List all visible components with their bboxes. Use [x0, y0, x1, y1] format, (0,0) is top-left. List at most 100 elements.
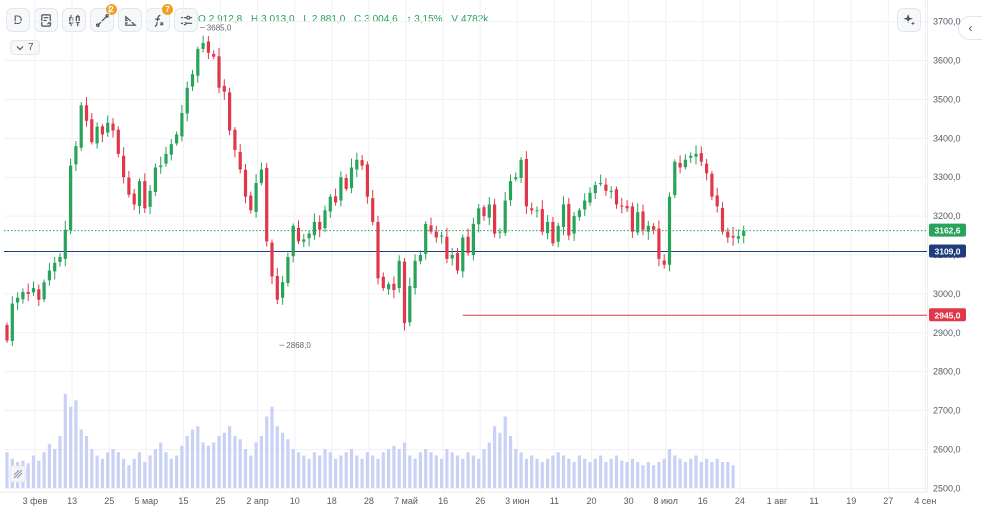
candle-body [556, 225, 560, 242]
y-tick-label: 3500,0 [933, 94, 961, 104]
candle-body [694, 153, 698, 157]
candle-body [238, 151, 242, 170]
candle-body [334, 196, 338, 203]
candle-body [440, 235, 444, 237]
candle-body [312, 221, 316, 236]
candle-body [599, 183, 603, 185]
candle-body [673, 161, 677, 196]
ai-assistant-button[interactable] [897, 8, 921, 32]
volume-bar [26, 463, 30, 488]
volume-bar [413, 458, 417, 488]
volume-bar [524, 458, 528, 488]
candle-body [153, 167, 157, 192]
candle-body [84, 105, 89, 121]
close-value: 3 004,6 [364, 14, 398, 25]
candle-body [477, 208, 481, 225]
indicators-count-badge: 7 [162, 4, 173, 15]
x-tick-label: 15 [178, 496, 188, 506]
volume-bar [159, 442, 163, 488]
x-tick-label: 25 [104, 496, 114, 506]
volume-bar [678, 458, 682, 488]
volume-bar [471, 455, 475, 488]
volume-bar [84, 436, 89, 488]
volume-bar [556, 452, 560, 488]
volume-bar [137, 452, 142, 488]
trend-line-icon [95, 13, 109, 27]
volume-bar [673, 455, 677, 488]
compare-button[interactable] [34, 8, 58, 32]
chart-type-button[interactable] [62, 8, 86, 32]
candle-body [614, 189, 619, 205]
candle-body [572, 216, 576, 234]
volume-settings-icon[interactable] [9, 465, 27, 483]
candle-body [58, 256, 62, 262]
volume-bar [111, 449, 115, 488]
interval-label: D [13, 13, 23, 27]
candle-body [678, 162, 682, 168]
volume-bar [694, 455, 698, 488]
volume-bar [408, 455, 412, 488]
settings-button[interactable] [174, 8, 198, 32]
candle-body [736, 236, 740, 239]
candle-body [742, 230, 746, 236]
interval-button[interactable]: D [6, 8, 30, 32]
volume-bar [79, 429, 83, 488]
candle-body [185, 87, 189, 114]
volume-bar [100, 458, 104, 488]
volume-bar [577, 455, 581, 488]
low-label: L [303, 14, 309, 25]
volume-bar [519, 452, 523, 488]
x-tick-label: 5 мар [134, 496, 158, 506]
x-tick-label: 25 [215, 496, 225, 506]
candle-body [387, 284, 391, 290]
volume-bar [265, 416, 269, 488]
candle-body [715, 195, 719, 207]
candle-body [699, 153, 703, 162]
volume-bar [365, 452, 369, 488]
candle-body [657, 228, 661, 259]
open-value: 2 912,8 [208, 14, 243, 25]
candle-body [434, 231, 438, 238]
volume-bar [625, 462, 629, 488]
candle-body [21, 291, 25, 300]
volume-bar [392, 445, 396, 488]
volume-bar [493, 426, 497, 488]
volume-bar [720, 462, 725, 488]
volume-bar [47, 443, 51, 488]
candle-body [646, 225, 650, 232]
close-label: C [354, 14, 362, 25]
candle-body [47, 270, 51, 281]
ruler-icon [124, 14, 137, 26]
candle-body [31, 288, 36, 293]
annotation-label: 3685,0 [207, 24, 232, 33]
volume-bar [243, 449, 248, 488]
x-tick-label: 2 апр [246, 496, 268, 506]
drawings-button[interactable]: 2 [90, 4, 117, 32]
candle-body [270, 242, 274, 277]
price-levels [4, 230, 927, 316]
volume-bar [196, 426, 200, 488]
fibonacci-button[interactable] [118, 8, 142, 32]
volume-bar [275, 426, 279, 488]
candle-body [577, 210, 581, 217]
collapse-panel-button[interactable]: ‹ [958, 16, 982, 40]
candle-body [609, 190, 613, 192]
y-tick-label: 3600,0 [933, 56, 961, 66]
candle-body [498, 231, 502, 233]
volume-bar [503, 416, 507, 488]
price-tag-label: 3109,0 [935, 247, 961, 257]
volume-bar [323, 449, 327, 488]
volume-bar [445, 449, 449, 488]
annotations: 3685,0 2868,0 [199, 24, 311, 350]
candle-body [339, 177, 343, 201]
volume-bar [705, 458, 709, 488]
candle-body [90, 119, 94, 143]
volume-bar [424, 449, 428, 488]
volume-bar [116, 452, 120, 488]
volume-bar [169, 458, 173, 488]
volume-bar [561, 455, 566, 488]
candle-body [705, 163, 709, 174]
candle-body [16, 297, 20, 303]
indicator-toggle[interactable]: 7 [10, 40, 40, 55]
